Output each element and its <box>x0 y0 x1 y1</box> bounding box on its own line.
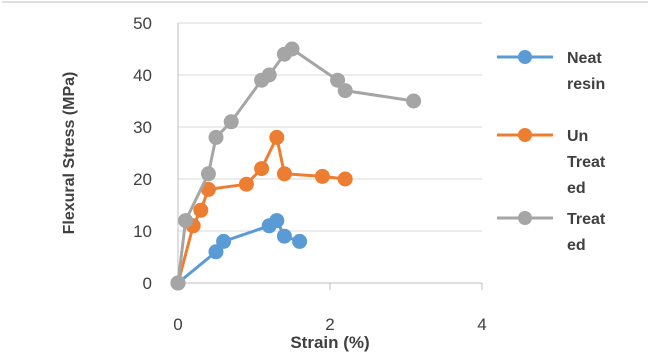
legend-label: Treat <box>567 154 606 171</box>
data-point <box>238 176 254 192</box>
data-point <box>223 114 239 130</box>
legend-marker <box>518 211 532 225</box>
data-point <box>337 171 353 187</box>
data-point <box>269 129 285 145</box>
series-line <box>176 135 346 284</box>
legend-label: Treat <box>567 211 606 228</box>
y-axis-label: Flexural Stress (MPa) <box>61 72 78 235</box>
legend-label: resin <box>567 76 605 93</box>
data-point <box>193 202 209 218</box>
y-tick-label: 0 <box>143 274 152 293</box>
x-tick-label: 2 <box>325 315 334 334</box>
data-point <box>314 168 330 184</box>
legend-label: ed <box>567 237 586 254</box>
legend-label: Un <box>567 128 588 145</box>
y-tick-label: 20 <box>133 170 152 189</box>
data-point <box>276 166 292 182</box>
data-point <box>406 93 422 109</box>
data-point <box>292 233 308 249</box>
data-point <box>269 213 285 229</box>
legend-entry-0: Neat resin <box>497 50 605 93</box>
data-point <box>330 72 346 88</box>
series-2 <box>170 41 422 291</box>
y-tick-label: 40 <box>133 66 152 85</box>
legend-entry-1: Un Treat ed <box>497 128 606 197</box>
axes: 0 10 20 30 40 50 0 2 4 <box>133 14 487 334</box>
data-point <box>254 161 270 177</box>
data-point <box>276 228 292 244</box>
data-point <box>208 244 224 260</box>
legend-label: Neat <box>567 50 602 67</box>
data-point <box>216 233 232 249</box>
data-point <box>170 275 186 291</box>
data-point <box>284 41 300 57</box>
y-tick-label: 50 <box>133 14 152 33</box>
x-tick-label: 0 <box>173 315 182 334</box>
legend: Neat resin Un Treat ed Treat ed <box>497 50 606 254</box>
data-point <box>178 213 194 229</box>
x-tick-label: 4 <box>477 315 486 334</box>
data-point <box>337 83 353 99</box>
x-axis-label: Strain (%) <box>290 333 369 352</box>
series-layer <box>170 41 422 291</box>
data-point <box>208 129 224 145</box>
legend-entry-2: Treat ed <box>497 211 606 254</box>
y-tick-label: 10 <box>133 222 152 241</box>
data-point <box>200 166 216 182</box>
legend-label: ed <box>567 180 586 197</box>
legend-marker <box>518 50 532 64</box>
legend-marker <box>518 128 532 142</box>
y-tick-label: 30 <box>133 118 152 137</box>
data-point <box>261 67 277 83</box>
